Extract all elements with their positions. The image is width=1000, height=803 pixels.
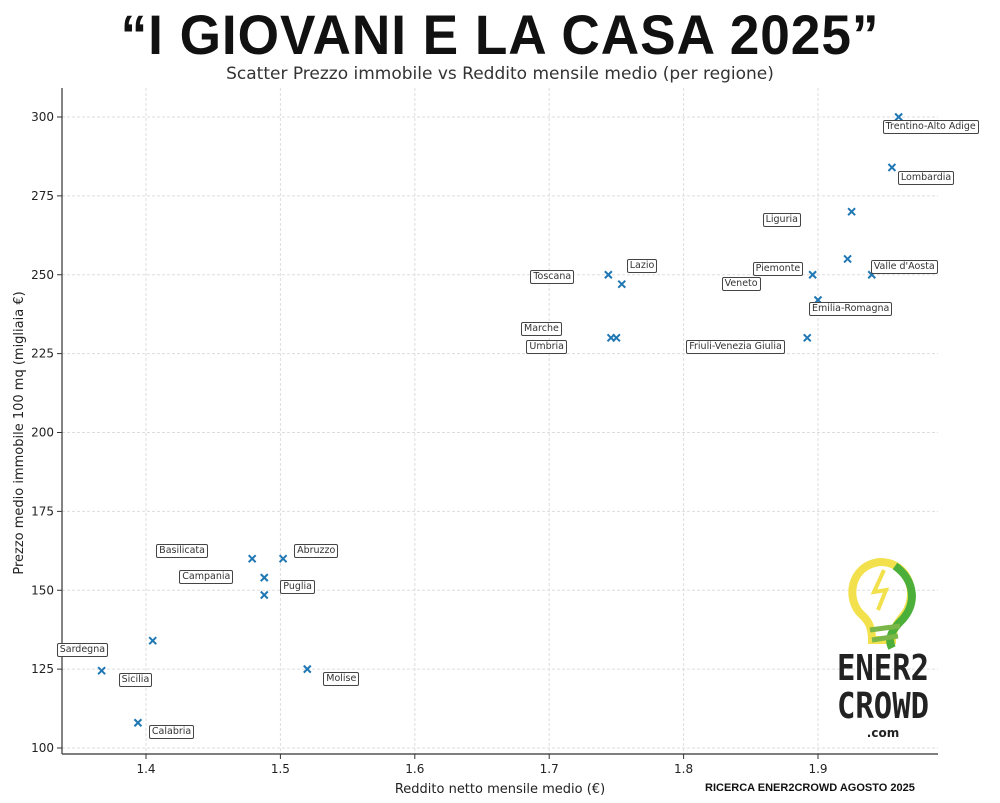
point-label: Veneto [721,276,761,291]
y-tick-label: 225 [31,347,54,361]
point-label: Marche [521,321,562,336]
data-point [260,573,269,582]
point-label: Basilicata [156,543,208,558]
y-tick-label: 200 [31,426,54,440]
main-title: “I GIOVANI E LA CASA 2025” [120,3,880,66]
data-point [617,280,626,289]
x-tick-label: 1.9 [808,762,827,776]
y-tick-label: 275 [31,189,54,203]
point-label: Campania [179,569,234,584]
grid [62,88,938,754]
y-tick-label: 100 [31,741,54,755]
data-point [97,666,106,675]
data-point [303,664,312,674]
x-tick-label: 1.4 [136,762,155,776]
point-label: Piemonte [752,261,804,276]
data-point [808,270,817,279]
point-label: Toscana [530,269,575,284]
y-tick-label: 300 [31,110,54,124]
y-axis-label: Prezzo medio immobile 100 mq (migliaia €… [12,291,27,574]
y-tick-label: 150 [31,583,54,597]
point-label: Liguria [762,212,801,227]
logo-bulb-icon [848,557,916,650]
x-tick-label: 1.6 [405,762,424,776]
point-label: Puglia [280,579,315,594]
x-tick-label: 1.7 [540,762,559,776]
data-point [133,718,143,727]
x-tick-label: 1.5 [271,762,290,776]
point-label: Valle d'Aosta [870,259,938,274]
marks [97,112,903,727]
data-point [247,554,257,563]
x-tick-label: 1.8 [674,762,693,776]
y-tick-label: 250 [31,268,54,282]
point-label: Umbria [526,339,567,354]
data-point [612,333,621,343]
data-point [803,333,812,343]
point-label: Emilia-Romagna [809,301,893,316]
point-label: Lazio [626,259,658,274]
point-label: Abruzzo [294,543,339,558]
data-point [148,636,157,645]
point-label: Sardegna [56,642,109,657]
data-point [260,590,269,600]
point-label: Friuli-Venezia Giulia [686,339,785,354]
data-point [843,254,852,264]
point-label: Trentino-Alto Adige [882,120,979,134]
y-tick-label: 175 [31,504,54,518]
data-point [278,554,288,563]
point-label: Lombardia [897,171,955,186]
point-label: Sicilia [118,672,153,687]
chart-title: Scatter Prezzo immobile vs Reddito mensi… [226,64,774,84]
point-label: Calabria [148,724,195,739]
data-point [604,270,613,279]
logo-suffix: .com [866,726,900,740]
data-point [847,207,856,216]
data-point [887,163,897,172]
credit-text: RICERCA ENER2CROWD AGOSTO 2025 [705,782,915,794]
y-tick-label: 125 [31,662,54,676]
x-axis-label: Reddito netto mensile medio (€) [395,782,605,797]
data-point [894,112,903,122]
logo-text: ENER2 CROWD [836,648,930,727]
point-label: Molise [323,672,360,687]
